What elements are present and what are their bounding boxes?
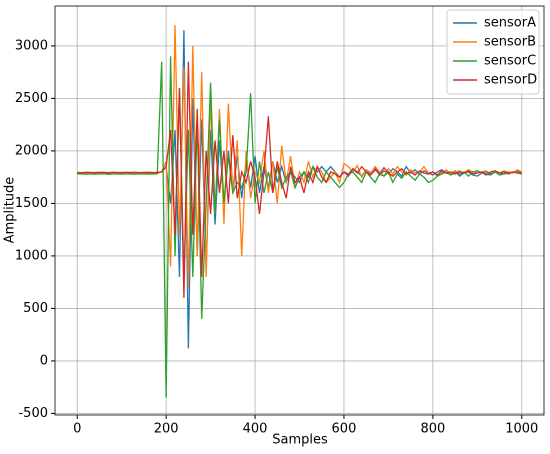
y-tick-label: 1000: [15, 248, 48, 263]
x-tick-label: 200: [154, 422, 179, 437]
line: [77, 61, 522, 298]
x-tick-label: 1000: [505, 422, 538, 437]
y-tick-label: -500: [18, 406, 48, 421]
legend: sensorA sensorB sensorC sensorD: [446, 9, 540, 95]
y-tick-label: 500: [23, 301, 48, 316]
y-tick-label: 1500: [15, 196, 48, 211]
x-tick-label: 0: [73, 422, 81, 437]
x-tick-label: 800: [420, 422, 445, 437]
y-tick-label: 2000: [15, 143, 48, 158]
y-tick-label: 0: [40, 353, 48, 368]
legend-label: sensorC: [484, 54, 536, 69]
y-axis-label: Amplitude: [3, 177, 18, 244]
legend-box: [446, 9, 540, 95]
legend-label: sensorA: [484, 16, 536, 31]
x-axis-label: Samples: [272, 433, 328, 448]
legend-label: sensorB: [484, 35, 536, 50]
legend-label: sensorD: [484, 73, 537, 88]
y-tick-label: 2500: [15, 91, 48, 106]
plot-frame: [54, 5, 545, 416]
line: [77, 56, 522, 398]
x-tick-label: 400: [243, 422, 268, 437]
x-tick-label: 600: [332, 422, 357, 437]
y-tick-label: 3000: [15, 38, 48, 53]
